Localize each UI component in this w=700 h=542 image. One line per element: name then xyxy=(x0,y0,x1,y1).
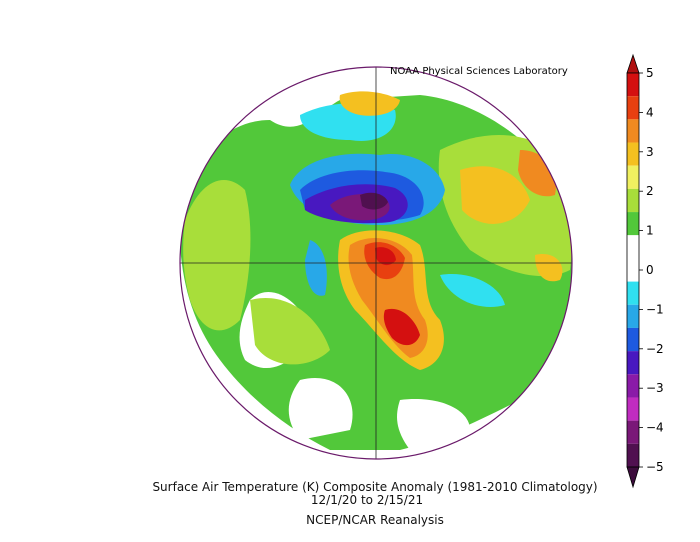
colorbar-segment xyxy=(627,119,639,143)
caption-source: NCEP/NCAR Reanalysis xyxy=(306,513,444,527)
caption-title: Surface Air Temperature (K) Composite An… xyxy=(152,480,598,494)
colorbar-segment xyxy=(627,73,639,97)
colorbar-label: −4 xyxy=(646,421,664,435)
colorbar-segment xyxy=(627,258,639,282)
colorbar-segment xyxy=(627,142,639,166)
colorbar-segment xyxy=(627,420,639,444)
colorbar-label: 2 xyxy=(646,184,654,198)
colorbar-label: −1 xyxy=(646,302,664,316)
map-outline xyxy=(179,66,573,460)
caption-dates: 12/1/20 to 2/15/21 xyxy=(310,493,424,507)
colorbar-segment xyxy=(627,327,639,352)
colorbar-label: 4 xyxy=(646,105,654,119)
colorbar-label: 1 xyxy=(646,224,654,238)
colorbar-segment xyxy=(627,397,639,421)
colorbar-label: −2 xyxy=(646,342,664,356)
credit-label: NOAA Physical Sciences Laboratory xyxy=(390,66,568,77)
colorbar-label: 3 xyxy=(646,145,654,159)
colorbar-label: −3 xyxy=(646,381,664,395)
colorbar-segment xyxy=(627,212,639,236)
colorbar-label: 0 xyxy=(646,263,654,277)
colorbar-segment xyxy=(627,188,639,213)
colorbar-label: −5 xyxy=(646,460,664,474)
colorbar-segment xyxy=(627,374,639,398)
colorbar-segment xyxy=(627,443,639,467)
colorbar-segment xyxy=(627,304,639,328)
graticule xyxy=(180,67,572,459)
colorbar-top-tip xyxy=(626,53,640,74)
colorbar-segment xyxy=(627,235,639,259)
colorbar-segment xyxy=(627,281,639,305)
colorbar: 5 4 3 2 1 0 −1 −2 −3 −4 −5 xyxy=(626,53,664,489)
colorbar-segment xyxy=(627,96,639,120)
colorbar-label: 5 xyxy=(646,66,654,80)
colorbar-segment xyxy=(627,165,639,189)
pacific-warm-area xyxy=(183,180,251,331)
map-disk xyxy=(180,67,572,459)
colorbar-segment xyxy=(627,351,639,375)
